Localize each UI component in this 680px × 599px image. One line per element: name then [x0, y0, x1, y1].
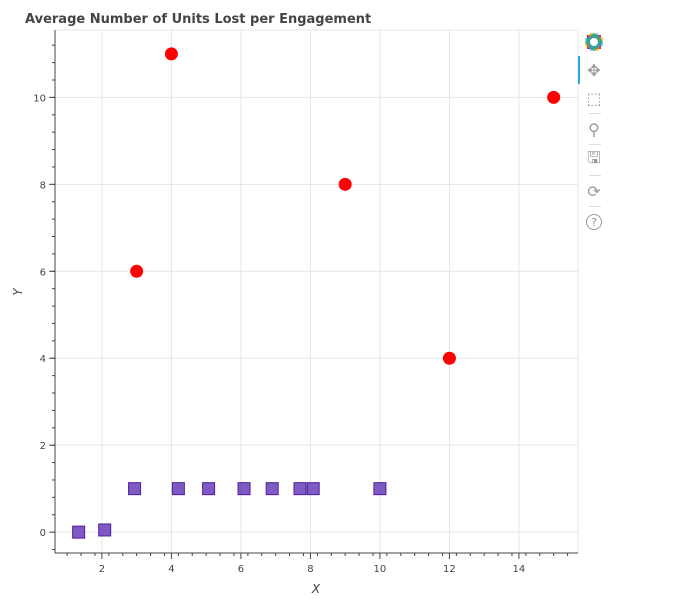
reset-tool[interactable]: ⟳	[578, 177, 608, 205]
help-tool[interactable]: ?	[578, 208, 608, 236]
red-circle-point	[338, 177, 352, 191]
purple-square-point	[306, 482, 320, 496]
y-tick-label: 2	[40, 441, 46, 452]
y-axis-label: Y	[11, 287, 25, 296]
red-circle-point	[164, 47, 178, 61]
x-tick-label: 6	[238, 564, 244, 575]
y-tick-label: 10	[33, 93, 46, 104]
reset-icon: ⟳	[587, 181, 601, 201]
purple-square-point	[373, 482, 387, 496]
divider	[589, 206, 601, 207]
x-axis-label: X	[311, 582, 321, 596]
box-zoom-tool[interactable]: ⬚	[578, 84, 608, 112]
plot-frame	[54, 29, 579, 554]
save-tool[interactable]: 🖫	[578, 146, 608, 174]
x-tick-label: 10	[374, 564, 387, 575]
toolbar: ✥ ⬚ ⚲ 🖫 ⟳ ?	[578, 28, 612, 236]
x-tick-label: 12	[443, 564, 456, 575]
purple-square-point	[128, 482, 142, 496]
divider	[589, 113, 601, 114]
save-icon: 🖫	[587, 147, 601, 167]
box-zoom-icon: ⬚	[586, 88, 602, 108]
purple-square-point	[265, 482, 279, 496]
y-tick-label: 8	[40, 180, 46, 191]
wheel-zoom-icon: ⚲	[588, 119, 600, 139]
purple-square-point	[171, 482, 185, 496]
x-tick-label: 4	[168, 564, 174, 575]
help-icon: ?	[586, 214, 602, 230]
pan-tool[interactable]: ✥	[578, 56, 608, 84]
red-circle-point	[130, 264, 144, 278]
divider	[589, 175, 601, 176]
pan-icon: ✥	[587, 60, 601, 80]
purple-square-point	[72, 525, 86, 539]
x-tick-label: 14	[513, 564, 526, 575]
y-tick-label: 0	[40, 528, 46, 539]
wheel-zoom-tool[interactable]: ⚲	[578, 115, 608, 143]
divider	[589, 144, 601, 145]
red-circle-point	[442, 351, 456, 365]
y-tick-label: 4	[40, 354, 46, 365]
purple-square-point	[237, 482, 251, 496]
red-circle-point	[547, 90, 561, 104]
chart-title: Average Number of Units Lost per Engagem…	[25, 12, 371, 27]
x-tick-label: 8	[307, 564, 313, 575]
purple-square-point	[293, 482, 307, 496]
x-tick-label: 2	[99, 564, 105, 575]
y-tick-label: 6	[40, 267, 46, 278]
purple-square-point	[98, 523, 112, 537]
bokeh-logo-icon[interactable]	[578, 28, 608, 56]
purple-square-point	[202, 482, 216, 496]
